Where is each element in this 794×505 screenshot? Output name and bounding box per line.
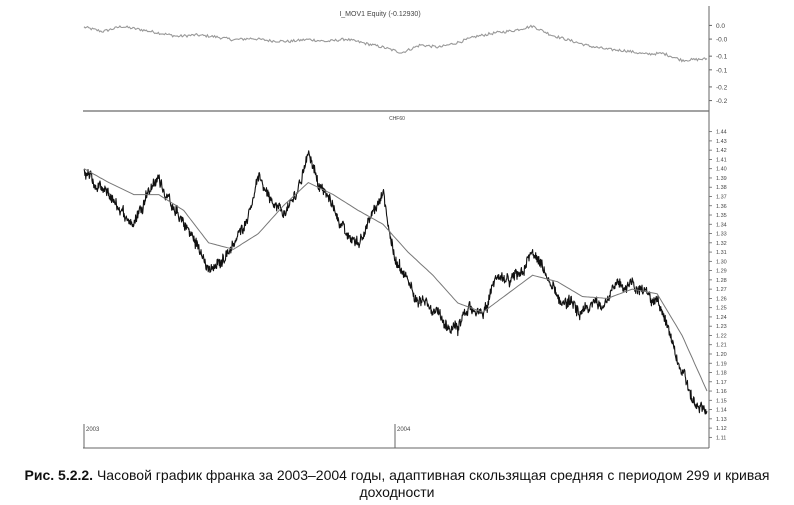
price-series [83, 150, 708, 415]
equity-curve-line [83, 24, 708, 63]
equity-y-tick-label: -0.1 [716, 54, 728, 61]
equity-y-tick-label: -0.1 [716, 67, 728, 74]
equity-chart-title: I_MOV1 Equity (-0.12930) [339, 11, 420, 18]
price-y-tick-label: 1.37 [716, 194, 727, 200]
price-y-tick-label: 1.42 [716, 148, 727, 154]
x-tick-label-2003: 2003 [86, 427, 100, 433]
price-y-tick-label: 1.11 [716, 435, 726, 441]
price-y-tick-label: 1.35 [716, 213, 727, 219]
price-y-tick-label: 1.20 [716, 352, 727, 358]
price-y-tick-label: 1.13 [716, 417, 727, 423]
price-y-tick-label: 1.25 [716, 306, 727, 312]
price-y-tick-label: 1.21 [716, 343, 727, 349]
price-y-tick-label: 1.18 [716, 371, 727, 377]
equity-y-tick-label: -0.0 [716, 37, 728, 44]
price-y-tick-label: 1.44 [716, 130, 727, 136]
price-y-tick-label: 1.22 [716, 333, 727, 339]
equity-y-tick-label: 0.0 [716, 23, 725, 30]
equity-y-tick-label: -0.2 [716, 98, 728, 105]
price-y-tick-label: 1.14 [716, 408, 727, 414]
price-y-tick-label: 1.16 [716, 389, 727, 395]
moving-average-line [83, 168, 708, 392]
price-y-tick-label: 1.26 [716, 296, 727, 302]
equity-y-ticks: 0.0 -0.0 -0.1 -0.1 -0.2 -0.2 [709, 23, 728, 105]
price-y-tick-label: 1.23 [716, 324, 727, 330]
price-y-ticks: 1.44 1.43 1.42 1.41 1.40 1.39 1.38 1.37 1.36 1.35… [709, 130, 727, 441]
price-y-tick-label: 1.40 [716, 167, 727, 173]
price-y-tick-label: 1.41 [716, 157, 727, 163]
price-y-tick-label: 1.19 [716, 361, 727, 367]
equity-series [83, 24, 708, 63]
price-y-tick-label: 1.24 [716, 315, 727, 321]
price-y-tick-label: 1.30 [716, 259, 727, 265]
moving-average-series [83, 168, 708, 392]
caption-text: Часовой график франка за 2003–2004 годы,… [96, 467, 770, 500]
price-y-tick-label: 1.17 [716, 380, 727, 386]
price-y-tick-label: 1.31 [716, 250, 727, 256]
price-y-tick-label: 1.36 [716, 204, 727, 210]
figure-caption: Рис. 5.2.2. Часовой график франка за 200… [0, 467, 794, 501]
price-y-tick-label: 1.43 [716, 139, 727, 145]
price-y-tick-label: 1.12 [716, 426, 727, 432]
price-y-tick-label: 1.34 [716, 222, 727, 228]
price-y-tick-label: 1.32 [716, 241, 727, 247]
price-y-tick-label: 1.39 [716, 176, 727, 182]
price-y-tick-label: 1.15 [716, 398, 727, 404]
equity-y-tick-label: -0.2 [716, 84, 728, 91]
price-chart-title: CHF60 [389, 116, 405, 122]
x-tick-label-2004: 2004 [397, 427, 411, 433]
price-y-tick-label: 1.27 [716, 287, 727, 293]
price-y-tick-label: 1.29 [716, 269, 727, 275]
figure: I_MOV1 Equity (-0.12930) CHF60 2003 2004… [83, 6, 728, 449]
price-y-tick-label: 1.33 [716, 232, 727, 238]
price-y-tick-label: 1.38 [716, 185, 727, 191]
price-series-line [83, 150, 708, 415]
price-y-tick-label: 1.28 [716, 278, 727, 284]
caption-label: Рис. 5.2.2. [24, 467, 94, 483]
